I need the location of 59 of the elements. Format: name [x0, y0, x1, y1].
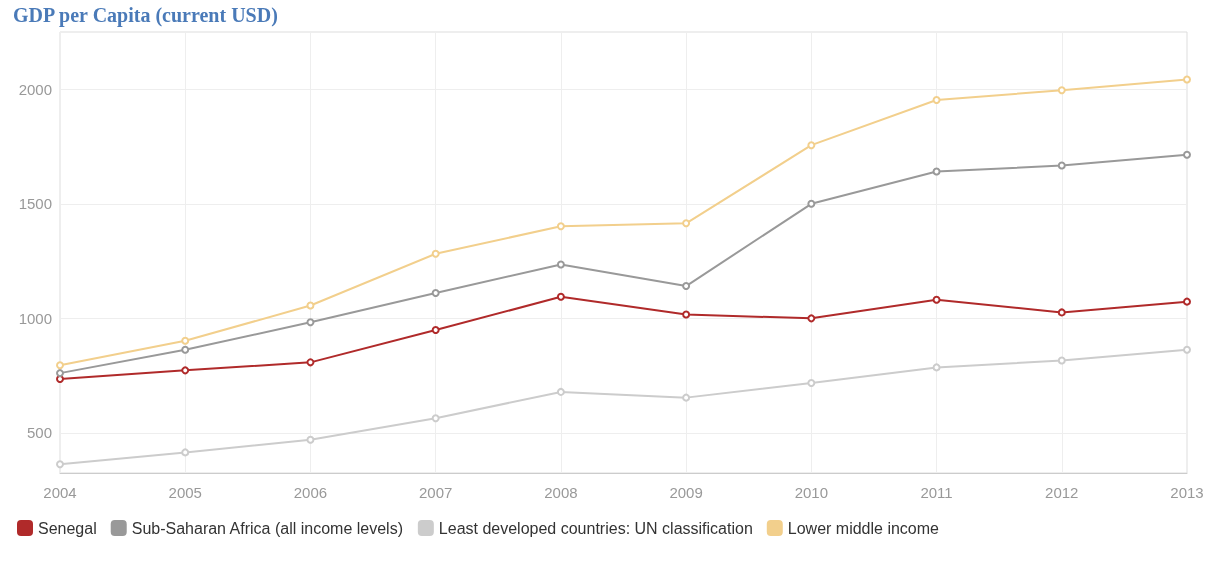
point	[807, 314, 816, 323]
x-tick-label: 2007	[418, 484, 453, 501]
point	[181, 366, 190, 375]
x-tick-label: 2011	[920, 484, 953, 501]
point	[1183, 345, 1191, 354]
x-tick-label: 2008	[544, 484, 578, 501]
point	[306, 318, 315, 327]
y-tick-label: 1000	[18, 309, 52, 327]
point	[1057, 86, 1066, 95]
legend-label: Least developed countries: UN classification	[438, 519, 753, 537]
point	[306, 435, 315, 444]
point	[682, 310, 691, 319]
y-tick-label: 500	[26, 424, 52, 442]
point	[181, 448, 190, 457]
point	[682, 282, 691, 291]
point	[682, 393, 691, 402]
point	[306, 301, 315, 310]
legend-label: Senegal	[38, 519, 97, 537]
x-tick-label: 2005	[168, 484, 202, 501]
point	[1183, 150, 1191, 159]
point	[556, 260, 565, 269]
point	[932, 96, 941, 105]
chart-title: GDP per Capita (current USD)	[13, 4, 278, 27]
point	[431, 326, 440, 335]
point	[932, 295, 941, 304]
point	[556, 222, 565, 231]
point	[306, 358, 315, 367]
point	[932, 363, 941, 372]
point	[1183, 75, 1191, 84]
point	[181, 336, 190, 345]
x-tick-label: 2004	[43, 484, 77, 501]
point	[56, 361, 64, 370]
x-tick-label: 2012	[1045, 484, 1079, 501]
point	[807, 141, 816, 150]
point	[431, 249, 440, 258]
point	[56, 460, 64, 469]
point	[556, 292, 565, 301]
point	[807, 378, 816, 387]
x-tick-label: 2006	[293, 484, 328, 501]
point	[932, 167, 941, 176]
legend-label: Lower middle income	[787, 519, 940, 537]
y-tick-label: 1500	[18, 195, 52, 213]
point	[431, 288, 440, 297]
y-tick-label: 2000	[18, 80, 52, 98]
point	[56, 375, 64, 384]
x-tick-label: 2009	[669, 484, 703, 501]
point	[1057, 161, 1066, 170]
point	[56, 369, 64, 378]
point	[1057, 308, 1066, 317]
point	[556, 387, 565, 396]
point	[431, 414, 440, 423]
x-tick-label: 2010	[794, 484, 829, 501]
point	[1183, 297, 1191, 306]
point	[181, 345, 190, 354]
legend-label: Sub-Saharan Africa (all income levels)	[131, 519, 403, 537]
point	[1057, 356, 1066, 365]
x-tick-label: 2013	[1170, 484, 1204, 501]
point	[807, 199, 816, 208]
point	[682, 219, 691, 228]
